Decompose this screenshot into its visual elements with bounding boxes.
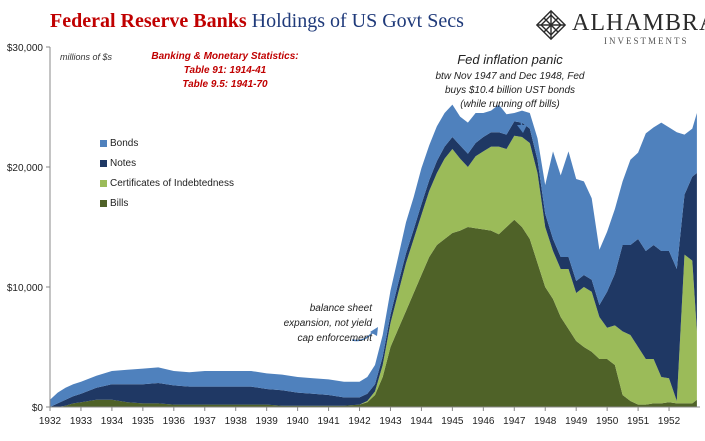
area-series-certificates-of-indebtedness xyxy=(50,135,697,408)
x-tick-label: 1934 xyxy=(101,416,124,427)
legend-item: Certificates of Indebtedness xyxy=(100,173,234,193)
x-tick-label: 1949 xyxy=(565,416,588,427)
area-series-notes xyxy=(50,121,697,408)
unit-note: millions of $s xyxy=(60,52,113,62)
annotation-arrows xyxy=(351,112,527,342)
x-tick-label: 1932 xyxy=(39,416,62,427)
expansion-annotation: balance sheet expansion, not yield cap e… xyxy=(248,301,372,346)
x-tick-label: 1937 xyxy=(194,416,217,427)
x-tick-label: 1950 xyxy=(596,416,619,427)
y-tick-label: $0 xyxy=(32,403,44,414)
panic-annotation-body: btw Nov 1947 and Dec 1948, Fed buys $10.… xyxy=(400,70,620,112)
chart-title-part2: Holdings of US Govt Secs xyxy=(251,10,464,32)
x-tick-label: 1942 xyxy=(348,416,371,427)
x-tick-label: 1933 xyxy=(70,416,93,427)
legend-label: Certificates of Indebtedness xyxy=(110,177,234,189)
chart-title: Federal Reserve Banks Holdings of US Gov… xyxy=(50,10,464,33)
legend-swatch xyxy=(100,179,107,187)
legend-swatch xyxy=(100,199,107,207)
legend-label: Notes xyxy=(110,157,137,169)
x-tick-label: 1943 xyxy=(379,416,402,427)
alhambra-logo-icon xyxy=(535,9,567,41)
logo-subtitle: INVESTMENTS xyxy=(604,36,689,46)
legend-item: Bonds xyxy=(100,133,234,153)
x-tick-label: 1939 xyxy=(256,416,279,427)
source-line: Table 91: 1914-41 xyxy=(183,65,267,76)
chart-title-part1: Federal Reserve Banks xyxy=(50,10,247,32)
chart-legend: Bonds Notes Certificates of Indebtedness Bi… xyxy=(100,133,234,213)
chart-axes: 1932 1933 1934 1935 1936 1937 1938 1939 1940 1941… xyxy=(7,43,700,427)
legend-swatch xyxy=(100,159,107,167)
x-tick-label: 1940 xyxy=(286,416,309,427)
annotation-line: cap enforcement xyxy=(297,333,373,344)
x-tick-label: 1945 xyxy=(441,416,464,427)
expansion-arrow-head xyxy=(370,327,378,336)
x-tick-label: 1935 xyxy=(132,416,155,427)
annotation-line: btw Nov 1947 and Dec 1948, Fed xyxy=(435,71,585,82)
x-tick-label: 1938 xyxy=(225,416,248,427)
x-tick-label: 1951 xyxy=(627,416,650,427)
legend-item: Notes xyxy=(100,153,234,173)
panic-arrow-head xyxy=(517,125,527,133)
legend-item: Bills xyxy=(100,193,234,213)
x-tick-label: 1952 xyxy=(658,416,681,427)
x-tick-label: 1946 xyxy=(472,416,495,427)
x-tick-label: 1941 xyxy=(317,416,340,427)
annotation-line: (while running off bills) xyxy=(460,99,560,110)
logo-name: ALHAMBRA xyxy=(572,10,705,36)
legend-swatch xyxy=(100,139,107,147)
y-tick-label: $10,000 xyxy=(7,283,44,294)
y-tick-label: $20,000 xyxy=(7,163,44,174)
x-tick-label: 1944 xyxy=(410,416,433,427)
chart-areas xyxy=(50,104,697,408)
legend-label: Bills xyxy=(110,197,129,209)
source-line: Banking & Monetary Statistics: xyxy=(151,51,299,62)
x-tick-label: 1936 xyxy=(163,416,186,427)
annotation-line: balance sheet xyxy=(309,303,372,314)
source-line: Table 9.5: 1941-70 xyxy=(182,79,268,90)
legend-label: Bonds xyxy=(110,137,139,149)
source-note: Banking & Monetary Statistics: Table 91:… xyxy=(140,50,310,92)
panic-annotation-title: Fed inflation panic xyxy=(457,52,563,67)
x-tick-label: 1947 xyxy=(503,416,526,427)
area-series-bills xyxy=(50,219,697,407)
y-tick-label: $30,000 xyxy=(7,43,44,54)
area-series-bonds xyxy=(50,104,697,407)
annotation-line: expansion, not yield xyxy=(283,318,372,329)
x-tick-label: 1948 xyxy=(534,416,557,427)
annotation-line: buys $10.4 billion UST bonds xyxy=(444,85,576,96)
